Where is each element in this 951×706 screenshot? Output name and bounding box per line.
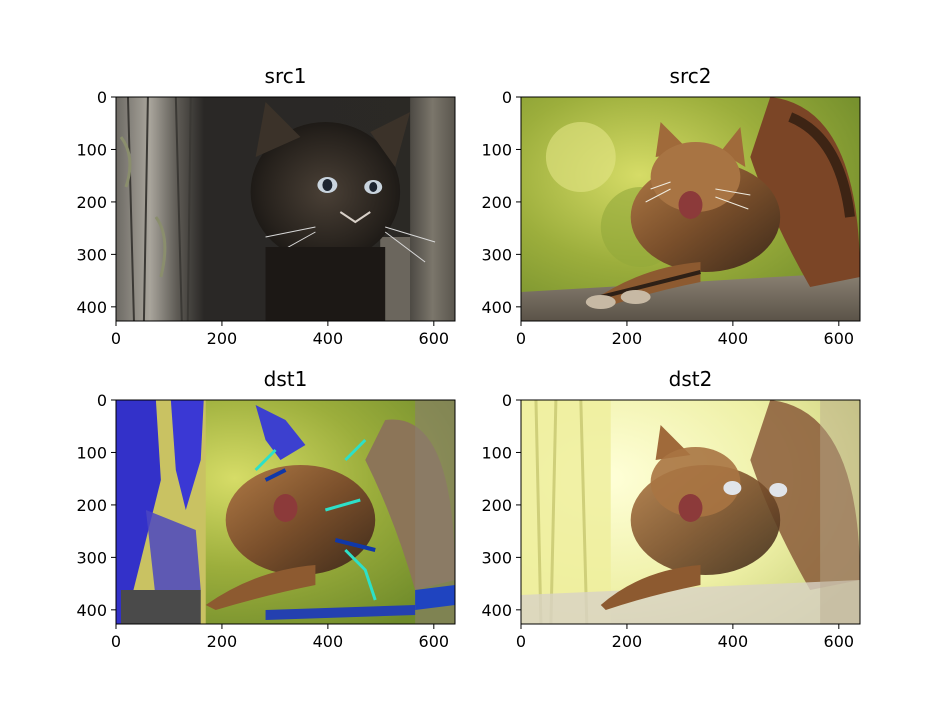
y-tick-label: 0 [97, 88, 107, 107]
subplot-title: src1 [265, 64, 307, 88]
image-dst2 [521, 400, 860, 624]
x-tick-label: 0 [516, 632, 526, 651]
axes-frame [115, 96, 456, 322]
subplot-src1: src1 0 200 400 600 0 100 200 300 400 [76, 64, 456, 348]
y-tick-label: 100 [76, 140, 107, 159]
image-src1 [116, 97, 455, 321]
subplot-title: dst2 [669, 367, 713, 391]
y-tick-label: 400 [76, 298, 107, 317]
subplot-dst1: dst1 0 200 400 600 0 100 200 300 400 [76, 367, 456, 651]
x-tick-label: 400 [718, 329, 749, 348]
axes-frame [520, 96, 861, 322]
subplot-title: dst1 [264, 367, 308, 391]
x-tick-label: 0 [516, 329, 526, 348]
x-tick-label: 200 [612, 632, 643, 651]
y-tick-label: 200 [76, 496, 107, 515]
x-tick-label: 600 [824, 329, 855, 348]
y-tick-label: 100 [481, 140, 512, 159]
y-tick-label: 400 [481, 298, 512, 317]
x-tick-label: 400 [718, 632, 749, 651]
x-tick-label: 0 [111, 632, 121, 651]
image-src2 [521, 97, 860, 321]
x-tick-label: 600 [419, 329, 450, 348]
subplot-title: src2 [670, 64, 712, 88]
x-tick-label: 200 [207, 632, 238, 651]
y-tick-label: 100 [76, 443, 107, 462]
axes-frame [115, 399, 456, 625]
subplot-dst2: dst2 0 200 400 600 0 100 200 300 400 [481, 367, 861, 651]
y-tick-label: 300 [481, 548, 512, 567]
y-tick-label: 300 [76, 245, 107, 264]
x-tick-label: 400 [313, 329, 344, 348]
y-tick-label: 0 [502, 391, 512, 410]
x-tick-label: 400 [313, 632, 344, 651]
axes-frame [520, 399, 861, 625]
y-tick-label: 200 [481, 193, 512, 212]
y-tick-label: 100 [481, 443, 512, 462]
y-tick-label: 300 [76, 548, 107, 567]
y-tick-label: 0 [502, 88, 512, 107]
y-tick-label: 400 [481, 601, 512, 620]
y-tick-label: 200 [76, 193, 107, 212]
x-tick-label: 200 [612, 329, 643, 348]
x-tick-label: 200 [207, 329, 238, 348]
y-tick-label: 400 [76, 601, 107, 620]
y-tick-label: 300 [481, 245, 512, 264]
x-tick-label: 0 [111, 329, 121, 348]
image-dst1 [116, 400, 455, 624]
y-tick-label: 0 [97, 391, 107, 410]
x-tick-label: 600 [419, 632, 450, 651]
y-tick-label: 200 [481, 496, 512, 515]
x-tick-label: 600 [824, 632, 855, 651]
subplot-src2: src2 0 200 400 600 0 100 200 300 400 [481, 64, 861, 348]
